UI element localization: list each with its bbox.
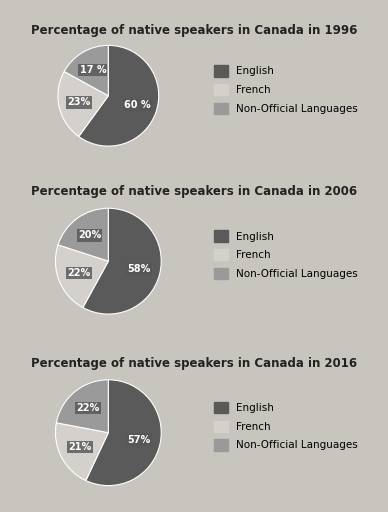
Text: Percentage of native speakers in Canada in 1996: Percentage of native speakers in Canada …	[31, 24, 357, 36]
Wedge shape	[64, 46, 108, 96]
Wedge shape	[56, 380, 108, 433]
Wedge shape	[55, 245, 108, 308]
Wedge shape	[58, 72, 108, 137]
Wedge shape	[83, 208, 161, 314]
Text: 23%: 23%	[67, 97, 90, 108]
Wedge shape	[79, 46, 159, 146]
Text: Percentage of native speakers in Canada in 2006: Percentage of native speakers in Canada …	[31, 185, 357, 198]
Wedge shape	[55, 423, 108, 481]
Legend: English, French, Non-Official Languages: English, French, Non-Official Languages	[214, 65, 358, 114]
Legend: English, French, Non-Official Languages: English, French, Non-Official Languages	[214, 230, 358, 279]
Text: Percentage of native speakers in Canada in 2016: Percentage of native speakers in Canada …	[31, 357, 357, 370]
Text: 57%: 57%	[128, 435, 151, 444]
Wedge shape	[86, 380, 161, 485]
Text: 60 %: 60 %	[124, 100, 151, 110]
Text: 22%: 22%	[76, 403, 100, 413]
Legend: English, French, Non-Official Languages: English, French, Non-Official Languages	[214, 402, 358, 451]
Text: 21%: 21%	[68, 442, 92, 452]
Text: 58%: 58%	[127, 264, 151, 274]
Text: 17 %: 17 %	[80, 65, 106, 75]
Text: 20%: 20%	[78, 230, 101, 241]
Wedge shape	[58, 208, 108, 261]
Text: 22%: 22%	[67, 268, 90, 278]
